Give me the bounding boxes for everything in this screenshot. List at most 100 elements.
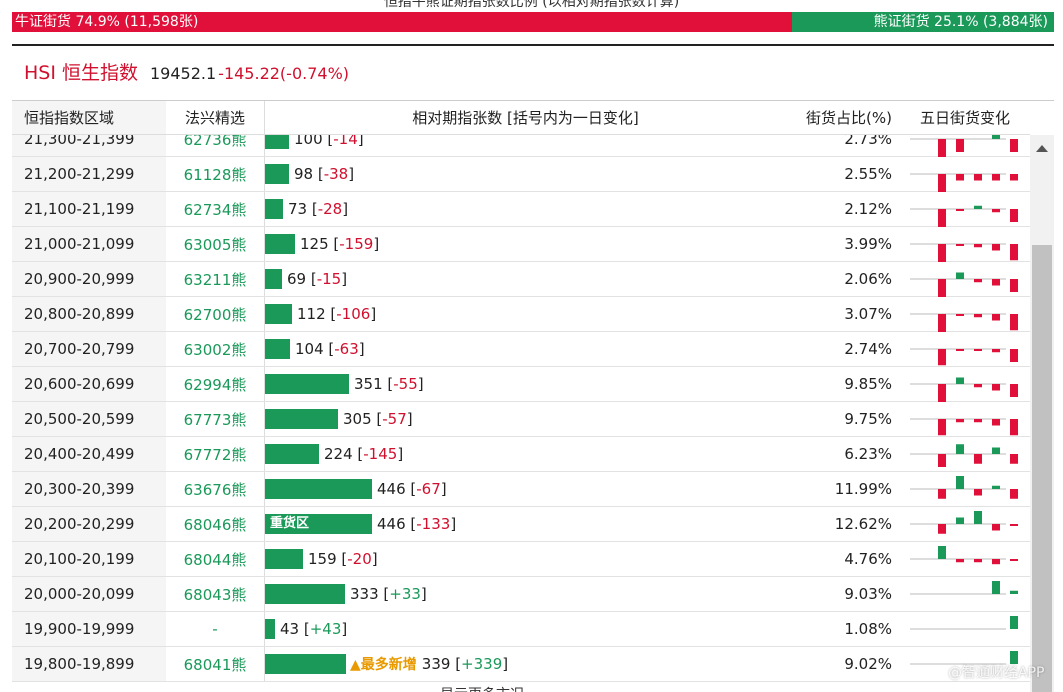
chart-title: 恒指牛熊证期指张数比例 (以相对期指张数计算) — [383, 0, 680, 10]
bull-ratio-segment: 牛证街货 74.9% (11,598张) — [12, 12, 793, 32]
five-day-bar — [1010, 244, 1018, 261]
count-change: -133 — [416, 515, 451, 533]
row-warrant-link[interactable]: 68044熊 — [183, 550, 247, 569]
five-day-bar — [956, 349, 964, 351]
five-day-bar — [974, 205, 982, 209]
row-warrant-link[interactable]: 68046熊 — [183, 515, 247, 534]
five-day-bar — [974, 314, 982, 318]
row-count: 73 [-28] — [264, 192, 786, 226]
count-change: +33 — [389, 585, 421, 603]
count-change: +43 — [309, 620, 342, 638]
row-pct: 6.23% — [844, 445, 892, 463]
count-change: -67 — [416, 480, 441, 498]
five-day-chart — [900, 612, 1030, 646]
table-row[interactable]: 20,700-20,799 63002熊 104 [-63] 2.74% — [12, 332, 1030, 367]
five-day-bar — [1010, 279, 1018, 292]
row-warrant-link[interactable]: 62736熊 — [183, 130, 247, 149]
five-day-bar — [956, 377, 964, 384]
five-day-bar — [992, 244, 1000, 251]
five-day-chart — [900, 542, 1030, 576]
five-day-bar — [956, 139, 964, 152]
row-count: 104 [-63] — [264, 332, 786, 366]
table-row[interactable]: 20,000-20,099 68043熊 333 [+33] 9.03% — [12, 577, 1030, 612]
five-day-bar — [938, 244, 946, 262]
row-warrant-link[interactable]: 63002熊 — [183, 340, 247, 359]
row-count: 98 [-38] — [264, 157, 786, 191]
table-row[interactable]: 21,200-21,299 61128熊 98 [-38] 2.55% — [12, 157, 1030, 192]
row-warrant-link[interactable]: 62994熊 — [183, 375, 247, 394]
five-day-sparkline — [910, 581, 1018, 595]
count-number: 333 — [350, 585, 379, 603]
row-count: 305 [-57] — [264, 402, 786, 436]
count-bar — [265, 584, 345, 604]
five-day-bar — [1010, 384, 1018, 397]
row-warrant-link[interactable]: 62734熊 — [183, 200, 247, 219]
row-warrant-link[interactable]: 62700熊 — [183, 305, 247, 324]
count-change: -20 — [347, 550, 372, 568]
table-row[interactable]: 21,000-21,099 63005熊 125 [-159] 3.99% — [12, 227, 1030, 262]
scroll-thumb[interactable] — [1032, 245, 1052, 692]
table-row[interactable]: 19,900-19,999 - 43 [+43] 1.08% — [12, 612, 1030, 647]
table-body: 21,300-21,399 62736熊 100 [-14] 2.73% 21,200-… — [12, 122, 1030, 682]
row-range: 19,900-19,999 — [12, 612, 166, 646]
five-day-bar — [956, 174, 964, 181]
row-warrant-link[interactable]: 67773熊 — [183, 410, 247, 429]
five-day-bar — [992, 524, 1000, 531]
table-row[interactable]: 20,600-20,699 62994熊 351 [-55] 9.85% — [12, 367, 1030, 402]
table-row[interactable]: 20,400-20,499 67772熊 224 [-145] 6.23% — [12, 437, 1030, 472]
table-row[interactable]: 19,800-19,899 68041熊 ▲最多新增 339 [+339] 9.02% — [12, 647, 1030, 682]
five-day-sparkline — [910, 377, 1018, 402]
five-day-bar — [1010, 454, 1018, 464]
row-warrant-link[interactable]: 63005熊 — [183, 235, 247, 254]
table-row[interactable]: 20,100-20,199 68044熊 159 [-20] 4.76% — [12, 542, 1030, 577]
five-day-bar — [992, 279, 1000, 286]
index-change: -145.22(-0.74%) — [218, 64, 350, 83]
count-number: 73 — [288, 200, 308, 218]
count-number: 125 — [300, 235, 329, 253]
table-row[interactable]: 20,300-20,399 63676熊 446 [-67] 11.99% — [12, 472, 1030, 507]
index-name[interactable]: HSI 恒生指数 — [24, 62, 138, 84]
table-row[interactable]: 20,800-20,899 62700熊 112 [-106] 3.07% — [12, 297, 1030, 332]
five-day-bar — [992, 209, 1000, 213]
five-day-sparkline — [910, 132, 1018, 157]
scroll-up-arrow-icon[interactable] — [1036, 145, 1048, 152]
row-range: 20,700-20,799 — [12, 332, 166, 366]
row-warrant-link[interactable]: 68043熊 — [183, 585, 247, 604]
count-number: 351 — [354, 375, 383, 393]
count-change: -28 — [317, 200, 343, 218]
table-row[interactable]: 21,100-21,199 62734熊 73 [-28] 2.12% — [12, 192, 1030, 227]
five-day-chart — [900, 297, 1030, 332]
table-row[interactable]: 20,500-20,599 67773熊 305 [-57] 9.75% — [12, 402, 1030, 437]
count-bar — [265, 654, 346, 674]
table-row[interactable]: 20,200-20,299 68046熊 重货区 446 [-133] 12.62% — [12, 507, 1030, 542]
five-day-bar — [938, 314, 946, 332]
five-day-chart — [900, 262, 1030, 297]
row-warrant-link[interactable]: 67772熊 — [183, 445, 247, 464]
count-value: 125 [-159] — [300, 235, 380, 253]
row-count: ▲最多新增 339 [+339] — [264, 647, 786, 681]
five-day-bar — [1010, 174, 1018, 181]
five-day-chart — [900, 577, 1030, 611]
five-day-bar — [992, 174, 1000, 181]
five-day-bar — [938, 139, 946, 157]
row-warrant-link[interactable]: 61128熊 — [183, 165, 247, 184]
row-pct: 12.62% — [834, 515, 892, 533]
five-day-bar — [974, 244, 982, 248]
scrollbar[interactable] — [1030, 135, 1054, 692]
most-new-tag: ▲最多新增 — [350, 657, 417, 673]
row-warrant-link[interactable]: 68041熊 — [183, 655, 247, 674]
table-row[interactable]: 20,900-20,999 63211熊 69 [-15] 2.06% — [12, 262, 1030, 297]
count-value: 339 [+339] — [421, 655, 509, 673]
count-bar: 重货区 — [265, 514, 372, 534]
show-more-link[interactable]: 显示更多市况 — [440, 684, 524, 692]
five-day-bar — [938, 546, 946, 559]
five-day-chart — [900, 402, 1030, 436]
row-warrant-link[interactable]: 63676熊 — [183, 480, 247, 499]
five-day-bar — [956, 272, 964, 279]
count-change: -55 — [393, 375, 418, 393]
five-day-bar — [992, 132, 1000, 139]
count-number: 69 — [287, 270, 307, 288]
watermark: @智通财经APP — [948, 665, 1045, 681]
row-warrant-link[interactable]: 63211熊 — [183, 270, 247, 289]
index-value: 19452.1 — [150, 64, 217, 83]
